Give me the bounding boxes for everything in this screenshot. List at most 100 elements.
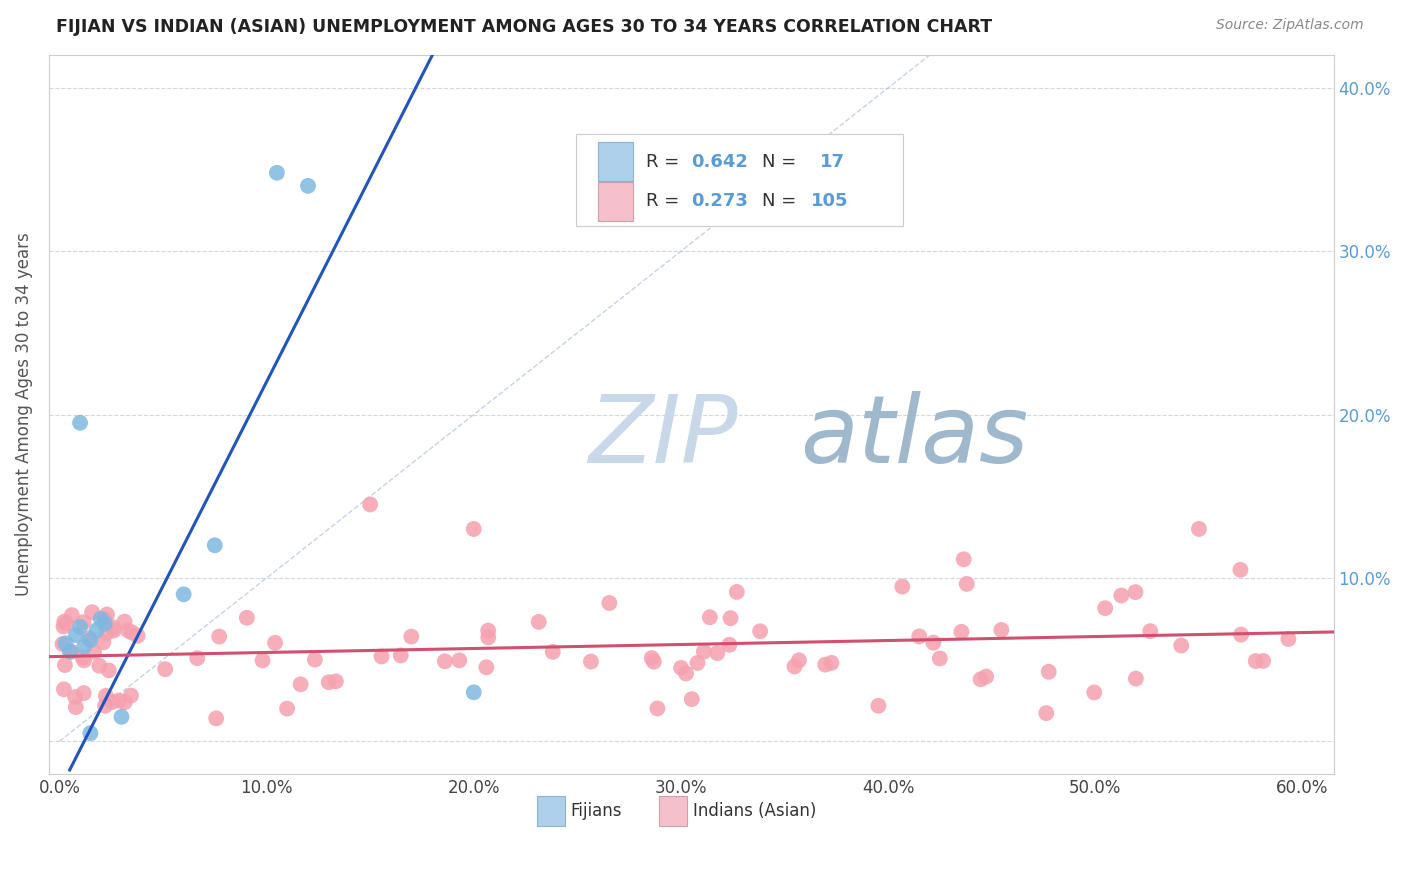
Point [974, 669, 997, 683]
Point [325, 674, 347, 689]
Point [401, 630, 423, 644]
Point [783, 659, 806, 673]
Point [86, 624, 108, 638]
Point [93, 612, 115, 626]
Point [63, 690, 86, 704]
Point [73, 640, 96, 654]
Point [477, 624, 499, 638]
Point [252, 653, 274, 667]
Text: atlas: atlas [800, 391, 1029, 482]
Point [264, 636, 287, 650]
Point [990, 623, 1012, 637]
Text: Indians (Asian): Indians (Asian) [693, 802, 815, 820]
Point [749, 624, 772, 639]
Point [276, 701, 298, 715]
Point [266, 166, 288, 180]
Point [1038, 665, 1060, 679]
Point [814, 657, 837, 672]
Text: R =: R = [647, 193, 685, 211]
Point [891, 580, 914, 594]
Point [579, 655, 602, 669]
Point [101, 695, 124, 709]
Y-axis label: Unemployment Among Ages 30 to 34 years: Unemployment Among Ages 30 to 34 years [15, 233, 32, 597]
Point [647, 701, 669, 715]
Point [83, 645, 105, 659]
Point [53, 615, 76, 629]
Point [706, 646, 728, 660]
Point [1139, 624, 1161, 639]
Point [77, 631, 100, 645]
Point [1251, 654, 1274, 668]
Point [72, 615, 94, 629]
Bar [659, 796, 688, 826]
Point [922, 635, 945, 649]
Point [598, 596, 620, 610]
Point [94, 698, 117, 713]
Point [820, 656, 842, 670]
Point [304, 652, 326, 666]
Point [1035, 706, 1057, 720]
Point [718, 638, 741, 652]
Point [114, 695, 136, 709]
Point [1277, 632, 1299, 646]
Point [52, 619, 75, 633]
Point [127, 629, 149, 643]
Point [681, 692, 703, 706]
Point [956, 577, 979, 591]
Point [1230, 627, 1253, 641]
Point [908, 629, 931, 643]
Point [60, 608, 83, 623]
Text: 105: 105 [811, 193, 848, 211]
Point [153, 662, 176, 676]
Point [1111, 589, 1133, 603]
Point [110, 710, 132, 724]
Point [725, 585, 748, 599]
Point [96, 626, 118, 640]
Bar [537, 796, 565, 826]
Point [69, 416, 91, 430]
Point [1125, 585, 1147, 599]
Point [52, 682, 75, 697]
Point [73, 686, 96, 700]
FancyBboxPatch shape [575, 134, 903, 227]
Text: Source: ZipAtlas.com: Source: ZipAtlas.com [1216, 18, 1364, 32]
Point [90, 612, 112, 626]
Point [370, 649, 392, 664]
Point [97, 664, 120, 678]
Point [952, 552, 974, 566]
Text: Fijians: Fijians [571, 802, 621, 820]
Point [1229, 563, 1251, 577]
Point [928, 651, 950, 665]
Point [950, 624, 973, 639]
Point [359, 498, 381, 512]
Point [79, 726, 101, 740]
Point [693, 645, 716, 659]
Text: R =: R = [647, 153, 685, 170]
Point [236, 611, 259, 625]
Point [204, 538, 226, 552]
Point [475, 660, 498, 674]
Point [463, 522, 485, 536]
Point [117, 624, 139, 638]
Point [73, 653, 96, 667]
Bar [598, 142, 634, 181]
Point [53, 658, 76, 673]
Point [60, 645, 83, 659]
Point [94, 689, 117, 703]
Point [1188, 522, 1211, 536]
Point [527, 615, 550, 629]
Text: 17: 17 [820, 153, 845, 170]
Point [541, 645, 564, 659]
Point [96, 607, 118, 622]
Point [463, 685, 485, 699]
Point [720, 611, 742, 625]
Point [89, 658, 111, 673]
Point [79, 633, 101, 648]
Point [477, 631, 499, 645]
Point [59, 644, 82, 658]
Point [120, 689, 142, 703]
Point [186, 651, 208, 665]
Point [686, 656, 709, 670]
Point [868, 698, 890, 713]
Point [69, 620, 91, 634]
